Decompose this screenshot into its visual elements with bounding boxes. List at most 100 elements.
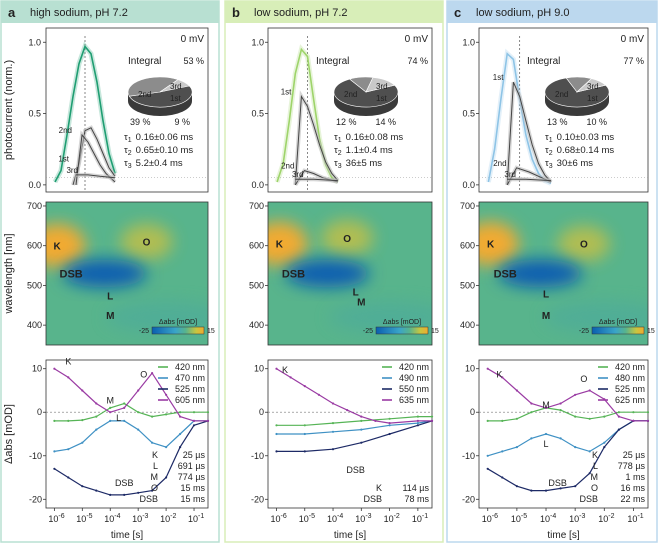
trace-point [374, 419, 377, 422]
lifetime-value: 78 ms [404, 494, 429, 504]
x-tick-label: 10-2 [160, 513, 176, 524]
y-tick-label: 0 [470, 407, 475, 417]
x-tick-base: 10 [482, 514, 492, 524]
k-blob [46, 223, 86, 268]
trace-point [109, 419, 112, 422]
trace-point [137, 491, 140, 494]
top-ylabel: photocurrent (norm.) [3, 60, 15, 160]
colorbar-title: Δabs [mOD] [159, 319, 197, 326]
trace-point [331, 448, 335, 451]
pie-slice-first [159, 79, 190, 93]
trace-point [346, 409, 349, 412]
tau-value: 0.16±0.06 ms [136, 132, 194, 143]
o-blob [557, 225, 610, 262]
trace-point [151, 372, 154, 375]
tau-subscript: 3 [128, 163, 132, 170]
dsb-blob [62, 259, 147, 288]
legend-label: 525 nm [175, 384, 205, 394]
trace-point [588, 389, 591, 392]
panel-header [447, 1, 657, 23]
tau-symbol: τ [124, 132, 128, 143]
tau-symbol: τ [334, 145, 338, 156]
trace-point [486, 467, 489, 470]
trace-label: L [544, 439, 549, 449]
trace-point [192, 411, 196, 414]
plot-frame [45, 201, 209, 346]
tau-subscript: 1 [549, 137, 553, 144]
x-tick-base: 10 [104, 514, 114, 524]
x-tick-base: 10 [355, 514, 365, 524]
x-tick-exp: -4 [114, 513, 120, 520]
trace-point [588, 472, 591, 475]
y-tick-label: 400 [460, 320, 475, 330]
trace-point [530, 489, 533, 492]
pie-label-third: 3rd [587, 82, 599, 91]
voltage-label: 0 mV [405, 34, 429, 45]
trace-point [574, 485, 577, 488]
pie-label-first: 1st [587, 94, 598, 103]
x-tick-label: 10-3 [132, 513, 148, 524]
trace-point [137, 411, 140, 414]
x-tick-base: 10 [76, 514, 86, 524]
trace-point [486, 367, 489, 370]
tau-line: τ3 5.2±0.4 ms [124, 158, 183, 170]
lifetime-name: DSB [579, 494, 598, 504]
trace-point [95, 402, 98, 405]
trace-point [165, 393, 168, 396]
trace-label: M [542, 400, 550, 410]
tau-symbol: τ [334, 132, 338, 143]
trace-point [360, 441, 363, 444]
tau-symbol: τ [545, 132, 549, 143]
trace-point [303, 424, 306, 427]
lifetime-value: 15 ms [180, 494, 205, 504]
trace-point [206, 411, 210, 414]
colorbar-min: -25 [579, 328, 589, 335]
trace-point [81, 389, 84, 392]
x-tick-base: 10 [160, 514, 170, 524]
intermediate-l: L [353, 287, 359, 298]
trace-point [165, 446, 168, 449]
trace-point [165, 476, 168, 479]
component-trace [295, 178, 338, 182]
x-tick-label: 10-6 [48, 513, 64, 524]
heatmap-plot: 400 500 600 700 K O DSB LM Δabs [mOD] -25 15 [460, 201, 655, 346]
panel-c: c low sodium, pH 9.0 0.0 0.5 1.0 1st 2nd 3rd 0 m… [446, 0, 658, 543]
intermediate-k: K [276, 240, 284, 251]
tau-subscript: 3 [338, 163, 342, 170]
trace-point [515, 417, 519, 420]
low-blob [329, 301, 432, 334]
y-tick-label: 10 [32, 364, 42, 374]
trace-point [530, 402, 533, 405]
y-tick-label: 0.5 [28, 109, 41, 119]
component-trace [506, 81, 552, 185]
x-tick-exp: -6 [280, 513, 286, 520]
heatmap-body [46, 202, 208, 345]
trace-point [559, 402, 562, 405]
pie-slice-first [365, 77, 396, 93]
trace-label: K [282, 365, 288, 375]
lifetime-name: M [151, 472, 159, 482]
panel-header [1, 1, 219, 23]
trace-point [317, 393, 320, 396]
pie-slice-third [333, 78, 399, 108]
lifetime-name: K [592, 450, 598, 460]
trace-point [275, 432, 278, 436]
plot-frame [267, 359, 433, 509]
colorbar-title: Δabs [mOD] [383, 319, 421, 326]
integral-label: Integral [316, 56, 349, 67]
trace-point [574, 446, 577, 449]
trace-point [95, 428, 98, 431]
x-tick-exp: -2 [394, 513, 400, 520]
x-tick-base: 10 [627, 514, 637, 524]
trace-point [95, 489, 98, 492]
voltage-label: 0 mV [621, 34, 645, 45]
trace-label: O [140, 369, 147, 379]
y-tick-label: 10 [254, 364, 264, 374]
pie-label-first: 1st [170, 94, 181, 103]
x-tick-label: 10-4 [540, 513, 556, 524]
lifetime-value: 691 µs [178, 461, 206, 471]
lifetime-value: 778 µs [618, 461, 646, 471]
plot-frame [267, 201, 433, 346]
panel-title: low sodium, pH 9.0 [476, 7, 570, 19]
